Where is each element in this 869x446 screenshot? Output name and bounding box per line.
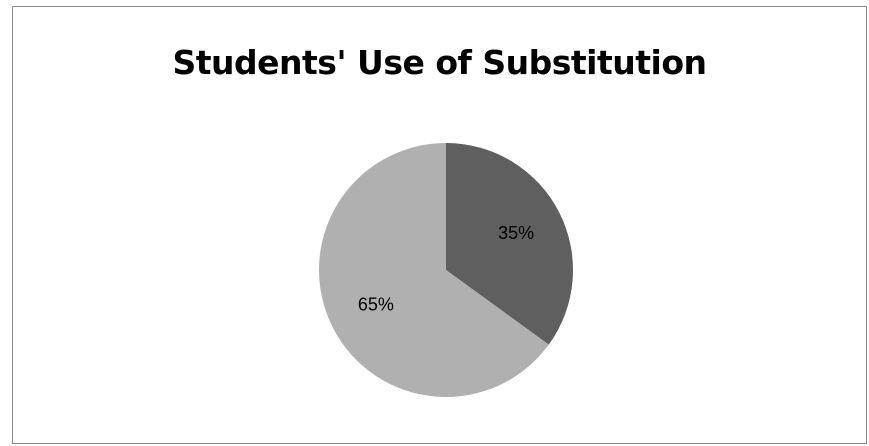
slice-label-35: 35% xyxy=(498,223,534,243)
pie-slice-65 xyxy=(318,143,549,398)
pie-slices xyxy=(318,143,573,398)
pie-slice-35 xyxy=(446,143,573,345)
chart-title: Students' Use of Substitution xyxy=(172,43,708,82)
slice-label-65: 65% xyxy=(358,294,394,314)
pie-labels: 35% 65% xyxy=(358,223,534,314)
